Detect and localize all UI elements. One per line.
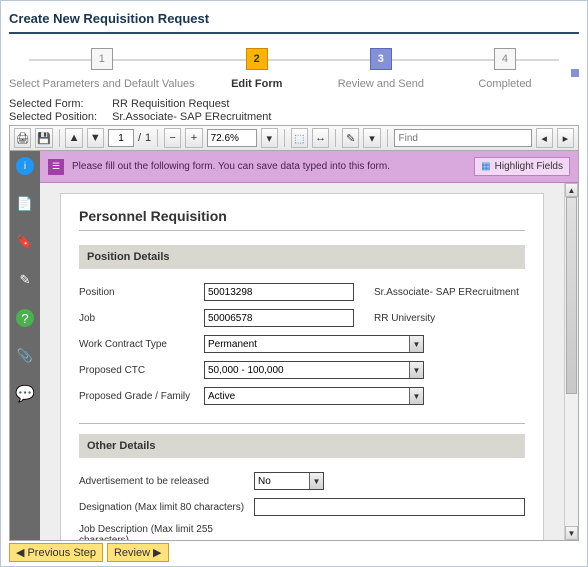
job-desc: RR University [374,313,435,324]
position-desc: Sr.Associate- SAP ERecruitment [374,287,519,298]
step-3-label: Review and Send [319,78,443,90]
pages-icon[interactable]: 📄 [16,195,34,213]
help-icon[interactable]: ? [16,309,34,327]
grade-label: Proposed Grade / Family [79,391,204,402]
selected-position-label: Selected Position: [9,111,109,123]
review-button[interactable]: Review ▶ [107,543,169,562]
step-1-label: Select Parameters and Default Values [9,78,195,90]
step-2-box[interactable]: 2 [246,48,268,70]
highlight-icon: ▦ [481,161,490,172]
section-other-details: Other Details [79,434,525,458]
form-message-bar: ☰ Please fill out the following form. Yo… [40,151,578,183]
position-input[interactable] [204,283,354,301]
page-title: Create New Requisition Request [9,9,579,34]
page-down-icon[interactable]: ▼ [87,128,104,148]
scroll-thumb[interactable] [566,197,577,394]
zoom-input[interactable] [207,129,257,147]
sign-dropdown-icon[interactable]: ▾ [363,128,380,148]
find-input[interactable] [394,129,532,147]
vertical-scrollbar[interactable]: ▲ ▼ [564,183,578,540]
step-4-box[interactable]: 4 [494,48,516,70]
zoom-dropdown-icon[interactable]: ▾ [261,128,278,148]
position-label: Position [79,287,204,298]
wizard-end-marker [571,69,579,77]
sign-icon[interactable]: ✎ [342,128,359,148]
attachment-icon[interactable]: 📎 [16,347,34,365]
step-2-label: Edit Form [195,78,319,90]
selected-info: Selected Form: RR Requisition Request Se… [9,98,579,123]
print-icon[interactable]: 🖨 [14,128,31,148]
scroll-down-icon[interactable]: ▼ [565,526,578,540]
selected-position-value: Sr.Associate- SAP ERecruitment [112,111,271,123]
advertisement-label: Advertisement to be released [79,476,254,487]
page-current-input[interactable] [108,129,134,147]
advertisement-select[interactable] [254,472,324,490]
wizard-steps: 1 Select Parameters and Default Values 2… [9,48,579,90]
info-icon[interactable]: i [16,157,34,175]
ctc-label: Proposed CTC [79,365,204,376]
scroll-up-icon[interactable]: ▲ [565,183,578,197]
section-position-details: Position Details [79,245,525,269]
contract-label: Work Contract Type [79,339,204,350]
step-4-label: Completed [443,78,567,90]
arrow-left-icon: ◀ [16,546,24,559]
designation-label: Designation (Max limit 80 characters) [79,502,254,513]
document-scroll[interactable]: Personnel Requisition Position Details P… [40,183,564,540]
edit-form-icon[interactable]: ✎ [16,271,34,289]
job-description-label: Job Description (Max limit 255 character… [79,524,254,540]
contract-select[interactable] [204,335,424,353]
bookmarks-icon[interactable]: 🔖 [16,233,34,251]
arrow-right-icon: ▶ [153,546,161,559]
find-prev-icon[interactable]: ◂ [536,128,553,148]
pdf-toolbar: 🖨 💾 ▲ ▼ / 1 − + ▾ ⬚ ↔ ✎ ▾ ◂ ▸ [9,125,579,151]
selected-form-value: RR Requisition Request [112,98,229,110]
step-1-box[interactable]: 1 [91,48,113,70]
designation-input[interactable] [254,498,525,516]
page-up-icon[interactable]: ▲ [65,128,82,148]
find-next-icon[interactable]: ▸ [557,128,574,148]
side-palette: i 📄 🔖 ✎ ? 📎 💬 [10,151,40,540]
form-msg-text: Please fill out the following form. You … [72,161,466,172]
step-3-box[interactable]: 3 [370,48,392,70]
zoom-out-icon[interactable]: − [164,128,181,148]
selected-form-label: Selected Form: [9,98,109,110]
comment-icon[interactable]: 💬 [16,385,34,403]
zoom-in-icon[interactable]: + [185,128,202,148]
save-icon[interactable]: 💾 [35,128,52,148]
form-msg-icon: ☰ [48,159,64,175]
doc-title: Personnel Requisition [79,208,525,224]
fit-width-icon[interactable]: ↔ [312,128,329,148]
ctc-select[interactable] [204,361,424,379]
page-separator: / [138,132,141,144]
page-total: 1 [145,132,151,144]
job-input[interactable] [204,309,354,327]
job-label: Job [79,313,204,324]
previous-step-button[interactable]: ◀ Previous Step [9,543,103,562]
highlight-fields-button[interactable]: ▦ Highlight Fields [474,157,570,176]
grade-select[interactable] [204,387,424,405]
document: Personnel Requisition Position Details P… [60,193,544,540]
fit-page-icon[interactable]: ⬚ [291,128,308,148]
